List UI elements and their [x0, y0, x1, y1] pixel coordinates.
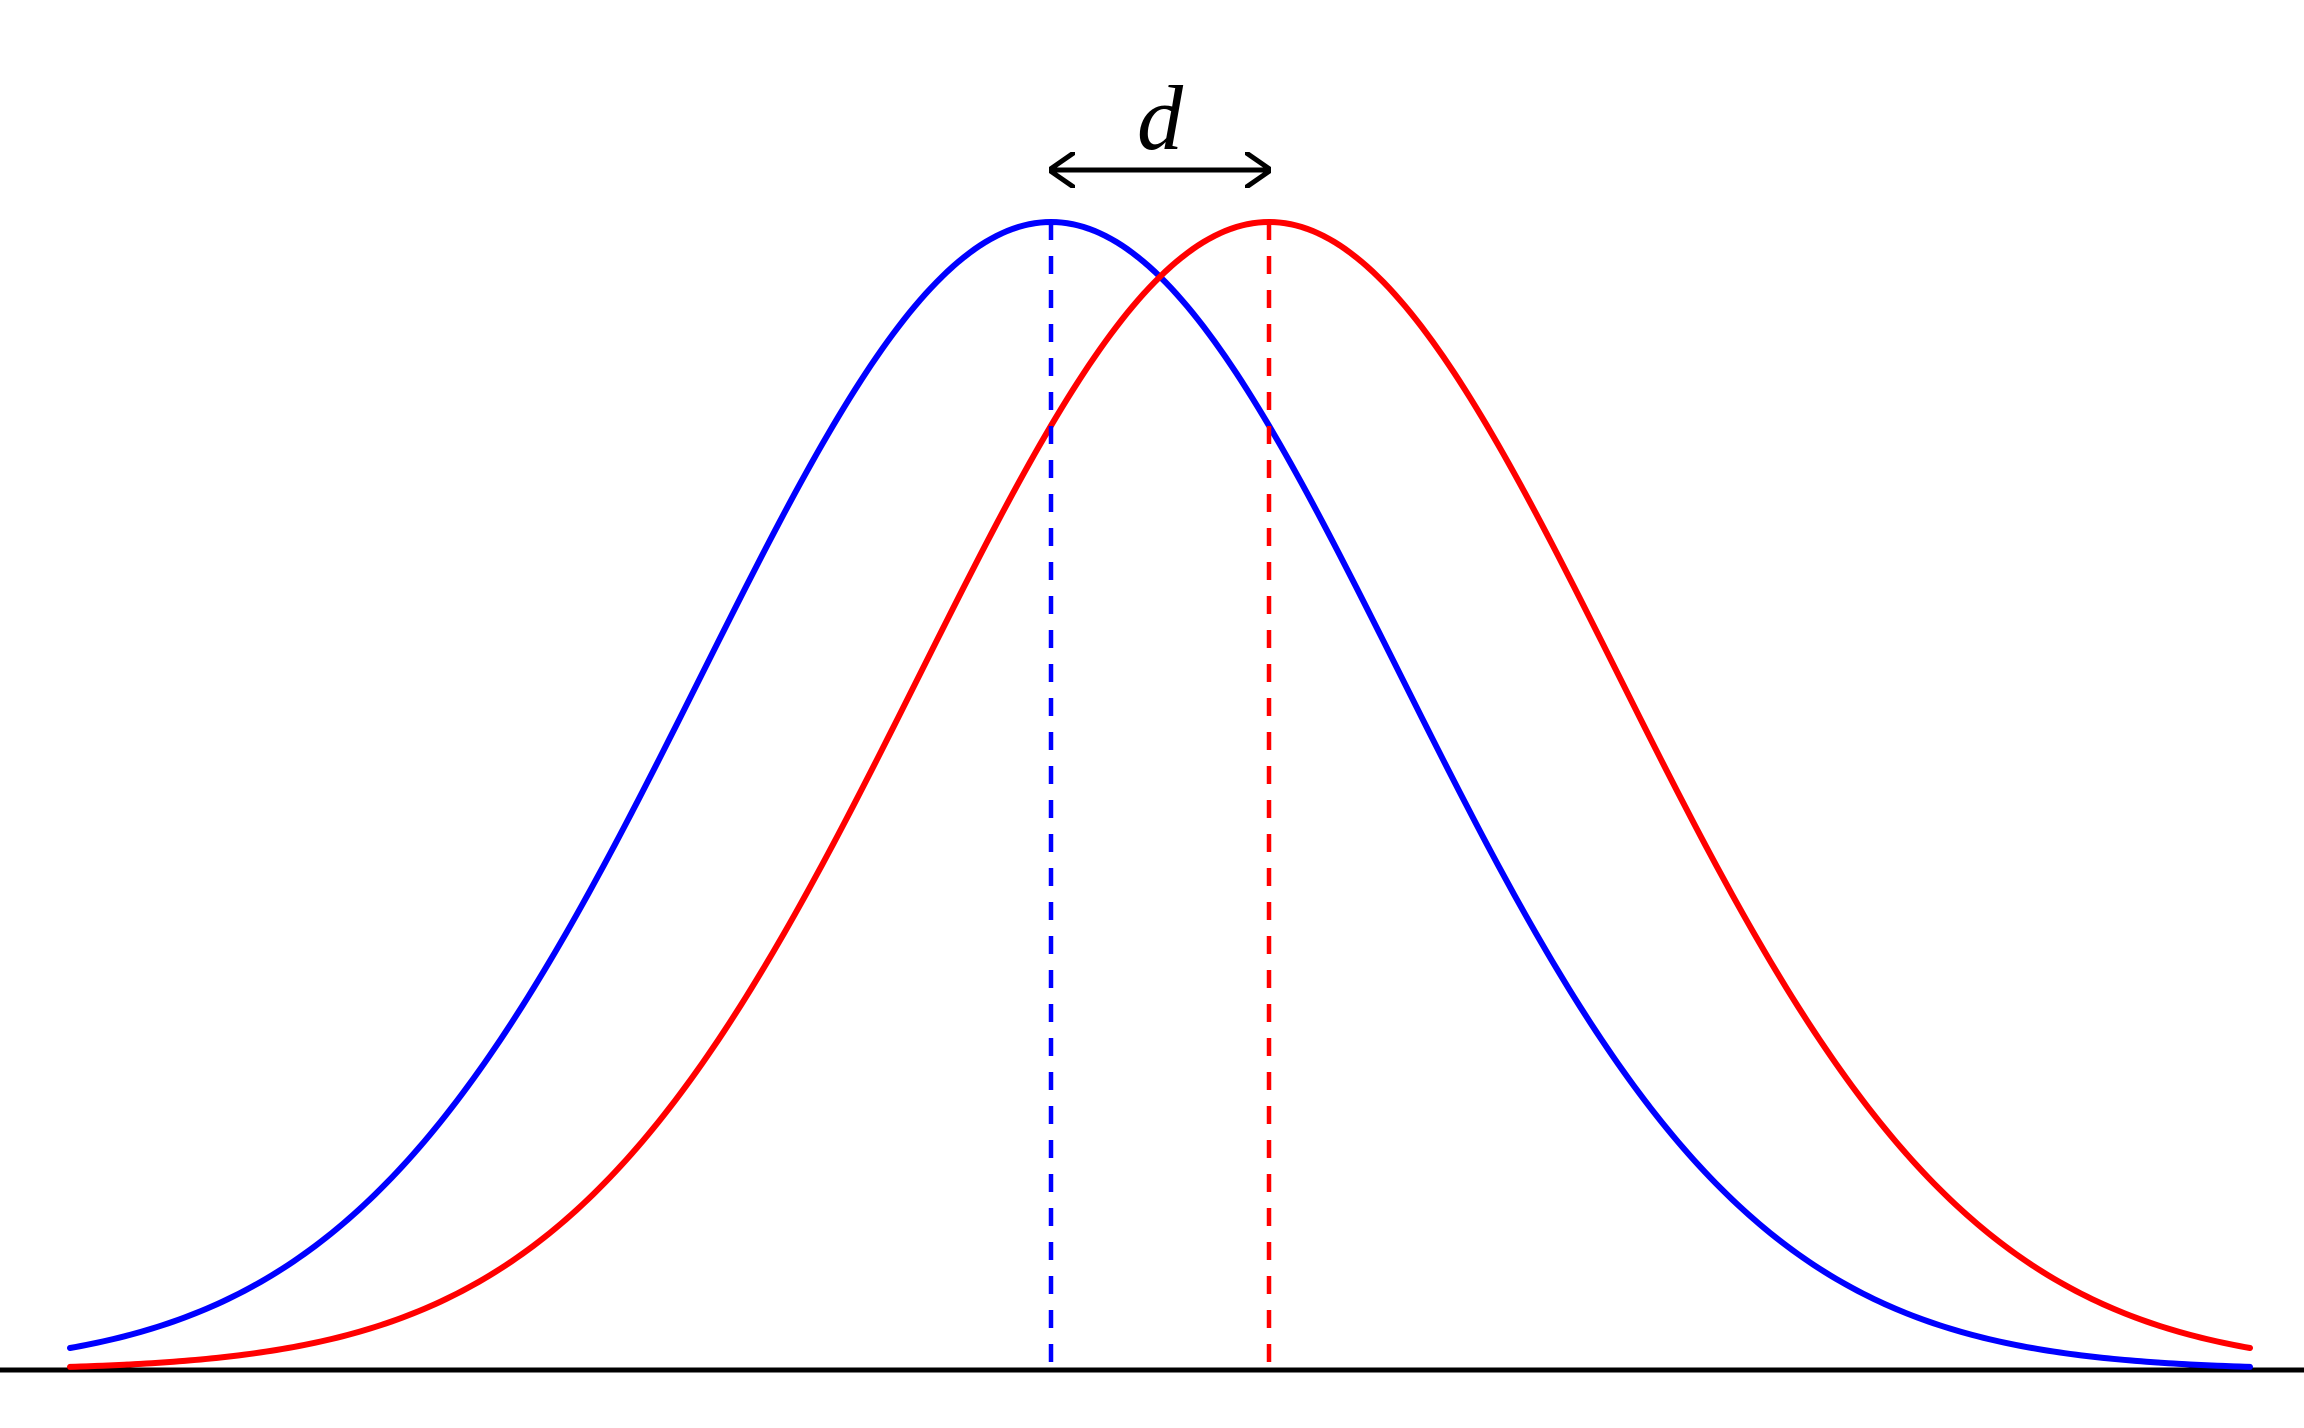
- separation-label: d: [1137, 65, 1183, 171]
- chart-svg: [0, 0, 2304, 1423]
- gaussian-separation-chart: d: [0, 0, 2304, 1423]
- red-curve: [70, 222, 2250, 1367]
- blue-curve: [70, 222, 2250, 1367]
